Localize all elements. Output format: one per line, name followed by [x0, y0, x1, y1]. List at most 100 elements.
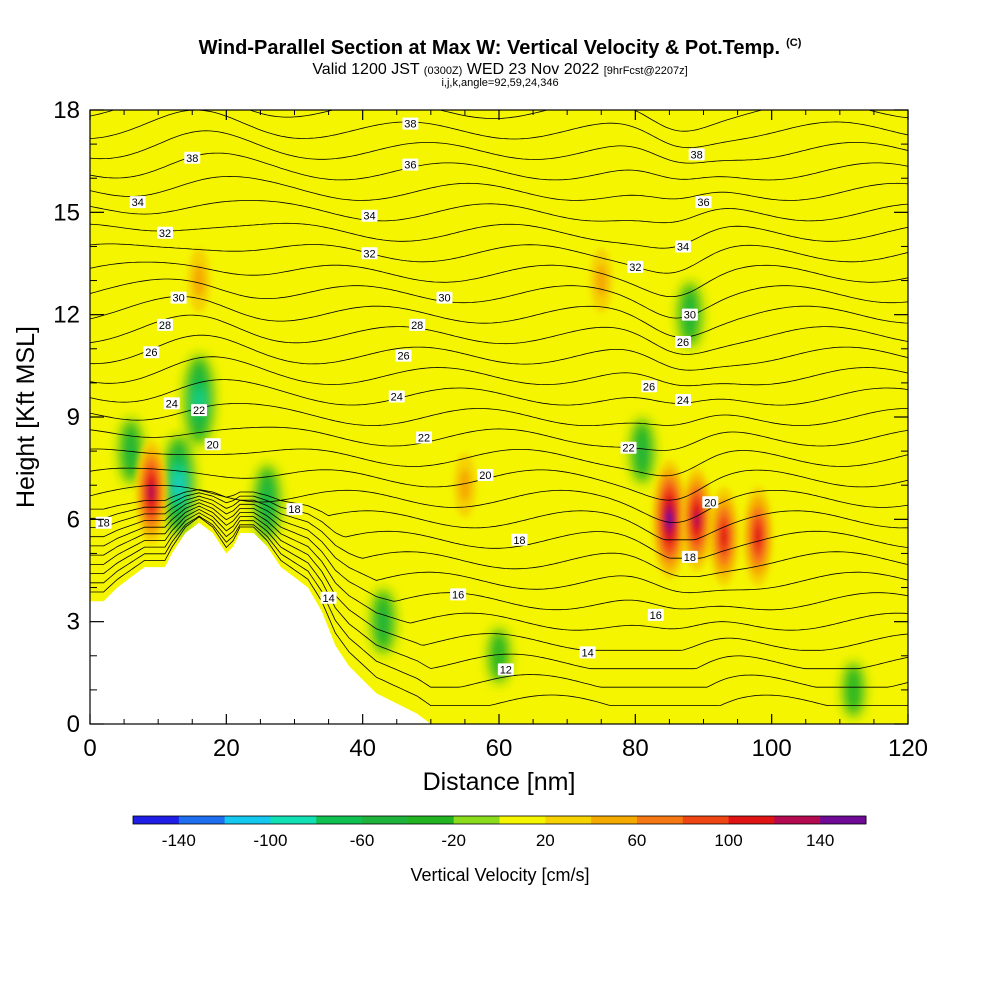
- isentrope-line: [90, 334, 908, 371]
- isentrope-line: [90, 495, 908, 577]
- isentrope-labels: 38 38 38 36 36 34 34 34 32 32 32 30 30 30 28 28 26 26 26 26…: [95, 117, 719, 676]
- colorbar-segment: [270, 816, 317, 824]
- updraft-core: [193, 264, 205, 297]
- colorbar-segment: [636, 816, 684, 824]
- isentrope-label-text: 38: [186, 153, 198, 165]
- isentrope-label: 20: [477, 468, 494, 482]
- isentrope-line: [90, 502, 908, 611]
- isentrope-label-text: 24: [166, 398, 178, 410]
- isentrope-line: [90, 499, 908, 594]
- x-tick-label: 60: [486, 735, 513, 762]
- forecast-info: [9hrFcst@2207z]: [603, 65, 688, 77]
- updraft-core: [459, 469, 471, 502]
- isentrope-label-text: 22: [622, 443, 634, 455]
- isentrope-line: [90, 515, 908, 688]
- colorbar-segment: [133, 816, 180, 824]
- isentrope-line: [90, 222, 908, 249]
- isentrope-label: 26: [640, 380, 657, 393]
- isentrope-label: 24: [675, 393, 692, 407]
- isentrope-label-text: 16: [650, 610, 662, 622]
- isentrope-label: 26: [143, 346, 160, 359]
- isentrope-line: [90, 356, 908, 387]
- isentrope-label-text: 36: [404, 160, 416, 172]
- isentrope-label: 24: [388, 390, 405, 404]
- x-tick-label: 20: [213, 735, 240, 762]
- isentrope-line: [90, 508, 908, 651]
- isentrope-label: 34: [675, 240, 692, 253]
- isentrope-label-text: 18: [288, 504, 300, 516]
- downdraft-core: [636, 435, 648, 468]
- isentrope-label-text: 24: [391, 392, 403, 404]
- y-axis-label: Height [Kft MSL]: [12, 326, 40, 508]
- isentrope-label: 28: [409, 318, 426, 332]
- y-tick-label: 12: [53, 302, 80, 329]
- isentrope-label: 30: [170, 291, 187, 305]
- isentrope-label: 30: [681, 308, 698, 322]
- downdraft-core: [175, 475, 182, 496]
- isentrope-line: [90, 426, 908, 451]
- y-tick-label: 0: [67, 711, 80, 738]
- isentrope-label: 14: [320, 591, 337, 605]
- isentrope-label-text: 32: [363, 248, 375, 260]
- updraft-core: [148, 483, 155, 501]
- isentrope-label: 16: [647, 608, 664, 622]
- colorbar-segment: [316, 816, 363, 824]
- isentrope-label-text: 18: [98, 518, 110, 530]
- isentrope-label-text: 32: [159, 228, 171, 240]
- isentrope-label: 18: [511, 533, 528, 547]
- isentrope-line: [90, 448, 908, 477]
- valid-time: Valid 1200 JST: [312, 61, 420, 78]
- updraft-core: [693, 510, 700, 528]
- chart-subtitle: Valid 1200 JST (0300Z) WED 23 Nov 2022 […: [0, 61, 1000, 79]
- colorbar-segment: [362, 816, 409, 824]
- downdraft-core: [843, 662, 864, 717]
- isentrope-label: 38: [402, 117, 419, 131]
- isentrope-label: 22: [620, 441, 637, 455]
- colorbar-segment: [545, 816, 592, 824]
- isentrope-label: 20: [204, 438, 221, 451]
- isentrope-line: [90, 492, 908, 559]
- colorbar-tick-label: -100: [253, 831, 287, 850]
- colorbar-segment: [591, 816, 638, 824]
- colorbar-tick-label: 100: [714, 831, 742, 850]
- colorbar-tick-label: -20: [441, 831, 466, 850]
- isentrope-label: 28: [156, 318, 173, 332]
- isentrope-line: [90, 485, 908, 523]
- isentrope-label-text: 18: [513, 535, 525, 547]
- colorbar-tick-label: 60: [627, 831, 646, 850]
- isentrope-line: [90, 296, 908, 338]
- x-tick-label: 40: [349, 735, 376, 762]
- isentrope-label-text: 14: [581, 647, 593, 659]
- isentrope-label: 34: [129, 196, 146, 209]
- isentrope-label: 36: [402, 158, 419, 172]
- colorbar-segment: [728, 816, 775, 824]
- isentrope-label-text: 22: [193, 405, 205, 417]
- isentrope-label: 32: [361, 247, 378, 260]
- isentrope-label: 32: [627, 260, 644, 274]
- isentrope-label: 14: [579, 646, 596, 659]
- colorbar-tick-label: 140: [806, 831, 834, 850]
- colorbar-segment: [682, 816, 730, 824]
- isentrope-label-text: 14: [322, 593, 334, 605]
- colorbar-segment: [774, 816, 821, 824]
- isentrope-label-text: 18: [684, 552, 696, 564]
- isentrope-line: [90, 516, 908, 706]
- colorbar-tick-label: -60: [350, 831, 375, 850]
- colorbar-segment: [820, 816, 867, 824]
- isentrope-label-text: 28: [159, 320, 171, 332]
- isentrope-label: 38: [688, 148, 705, 161]
- updraft-core: [720, 526, 727, 547]
- isentrope-label: 34: [361, 209, 378, 223]
- isentrope-line: [90, 243, 908, 274]
- isentrope-label-text: 26: [145, 347, 157, 359]
- isentrope-line: [90, 314, 908, 355]
- colorbar-label: Vertical Velocity [cm/s]: [410, 865, 589, 885]
- colorbar-tick-label: 20: [536, 831, 555, 850]
- isentrope-label: 16: [450, 588, 467, 601]
- isentrope-line: [90, 152, 908, 181]
- isentrope-label-text: 30: [172, 293, 184, 305]
- isentrope-label: 18: [95, 516, 112, 530]
- isentrope-label: 18: [681, 550, 698, 564]
- chart-title: Wind-Parallel Section at Max W: Vertical…: [0, 37, 1000, 60]
